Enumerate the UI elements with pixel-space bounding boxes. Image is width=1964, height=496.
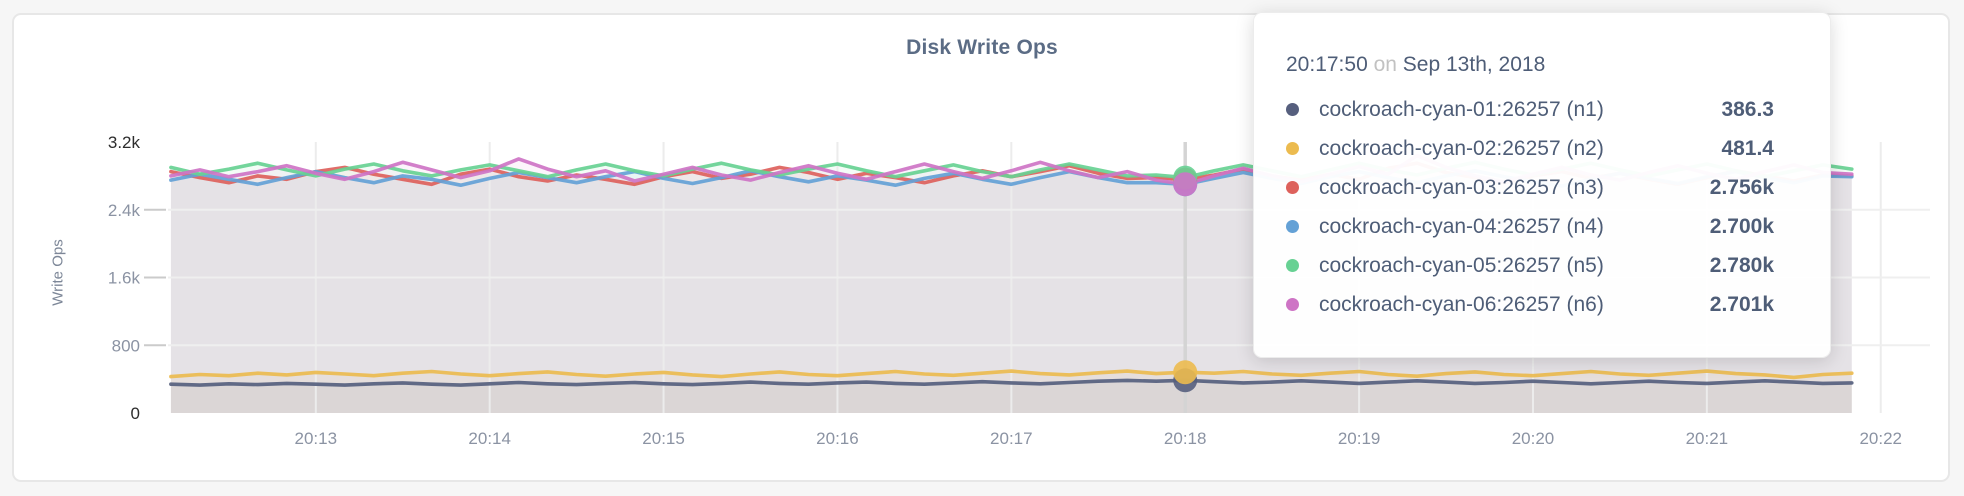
series-label: cockroach-cyan-02:26257 (n2) bbox=[1319, 136, 1604, 160]
series-color-dot-icon bbox=[1286, 220, 1299, 233]
x-axis-tick-label: 20:17 bbox=[990, 429, 1033, 448]
series-line-n2 bbox=[169, 369, 1854, 380]
series-value: 386.3 bbox=[1721, 97, 1774, 121]
tooltip-on-word: on bbox=[1373, 53, 1397, 76]
tooltip-row: cockroach-cyan-02:26257 (n2) 481.4 bbox=[1286, 129, 1774, 168]
tooltip-row: cockroach-cyan-06:26257 (n6) 2.701k bbox=[1286, 285, 1774, 324]
x-axis-tick-label: 20:16 bbox=[816, 429, 859, 448]
tooltip-date: Sep 13th, 2018 bbox=[1402, 53, 1546, 76]
series-line-n1 bbox=[169, 378, 1854, 387]
tooltip-timestamp: 20:17:50 on Sep 13th, 2018 bbox=[1286, 53, 1774, 77]
y-axis-tick-label: 3.2k bbox=[108, 133, 141, 152]
tooltip-row: cockroach-cyan-01:26257 (n1) 386.3 bbox=[1286, 90, 1774, 129]
x-axis-tick-label: 20:18 bbox=[1164, 429, 1207, 448]
series-value: 2.780k bbox=[1709, 253, 1774, 277]
x-axis-tick-label: 20:13 bbox=[295, 429, 338, 448]
hover-tooltip: 20:17:50 on Sep 13th, 2018 cockroach-cya… bbox=[1253, 12, 1831, 358]
series-label: cockroach-cyan-03:26257 (n3) bbox=[1319, 175, 1604, 199]
series-value: 2.700k bbox=[1709, 214, 1774, 238]
hover-point-dot bbox=[1173, 172, 1198, 197]
series-color-dot-icon bbox=[1286, 181, 1299, 194]
tooltip-rows: cockroach-cyan-01:26257 (n1) 386.3 cockroa… bbox=[1286, 90, 1774, 324]
tooltip-row: cockroach-cyan-04:26257 (n4) 2.700k bbox=[1286, 207, 1774, 246]
series-value: 2.701k bbox=[1709, 292, 1774, 316]
x-axis-tick-label: 20:21 bbox=[1686, 429, 1729, 448]
x-axis-tick-label: 20:19 bbox=[1338, 429, 1381, 448]
series-label: cockroach-cyan-01:26257 (n1) bbox=[1319, 97, 1604, 121]
x-axis-tick-label: 20:22 bbox=[1859, 429, 1902, 448]
y-axis-tick-label: 800 bbox=[112, 336, 140, 355]
x-axis-tick-label: 20:14 bbox=[468, 429, 511, 448]
series-color-dot-icon bbox=[1286, 103, 1299, 116]
hover-point-dot bbox=[1173, 360, 1198, 385]
series-color-dot-icon bbox=[1286, 259, 1299, 272]
series-label: cockroach-cyan-05:26257 (n5) bbox=[1319, 253, 1604, 277]
y-axis-tick-label: 1.6k bbox=[108, 269, 141, 288]
series-label: cockroach-cyan-04:26257 (n4) bbox=[1319, 214, 1604, 238]
y-axis-tick-label: 2.4k bbox=[108, 201, 141, 220]
series-value: 2.756k bbox=[1709, 175, 1774, 199]
chart-title: Disk Write Ops bbox=[906, 36, 1058, 59]
tooltip-time: 20:17:50 bbox=[1286, 53, 1368, 76]
tooltip-row: cockroach-cyan-03:26257 (n3) 2.756k bbox=[1286, 168, 1774, 207]
x-axis-tick-label: 20:15 bbox=[642, 429, 685, 448]
series-color-dot-icon bbox=[1286, 142, 1299, 155]
tooltip-row: cockroach-cyan-05:26257 (n5) 2.780k bbox=[1286, 246, 1774, 285]
y-axis-tick-label: 0 bbox=[131, 404, 140, 423]
series-value: 481.4 bbox=[1721, 136, 1774, 160]
series-label: cockroach-cyan-06:26257 (n6) bbox=[1319, 292, 1604, 316]
series-color-dot-icon bbox=[1286, 298, 1299, 311]
x-axis-tick-label: 20:20 bbox=[1512, 429, 1555, 448]
